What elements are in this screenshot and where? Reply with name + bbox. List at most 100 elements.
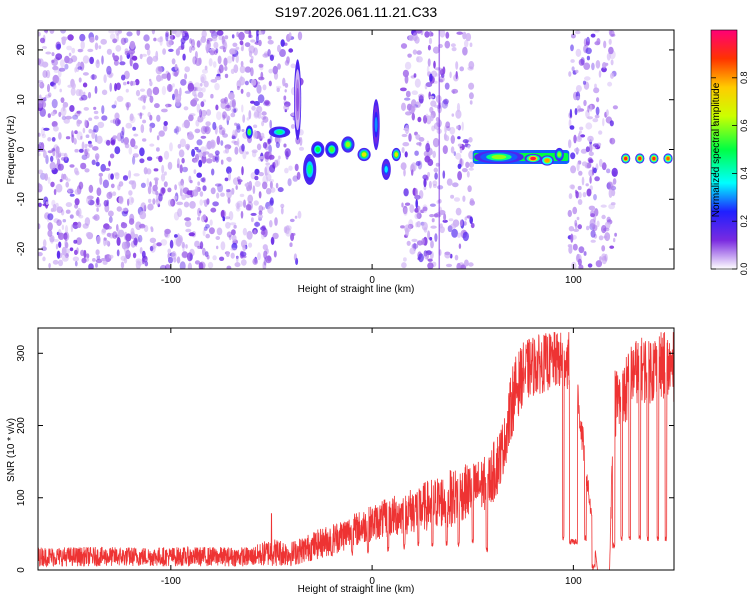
spectrogram-noise-speck <box>262 181 268 190</box>
spectrogram-noise-speck <box>401 133 408 138</box>
spectrogram-noise-speck <box>456 262 461 269</box>
spectrogram-noise-speck <box>214 183 222 187</box>
spectrogram-noise-speck <box>469 42 473 48</box>
spectrogram-signal-layer <box>624 156 628 161</box>
spectrogram-noise-speck <box>409 163 415 173</box>
spectrogram-noise-speck <box>53 125 59 132</box>
spectrogram-noise-speck <box>127 198 130 206</box>
spectrogram-noise-speck <box>210 187 216 195</box>
spectrogram-noise-speck <box>448 218 454 222</box>
spectrogram-noise-speck <box>177 235 183 245</box>
spectrogram-noise-speck <box>457 136 461 140</box>
spectrogram-noise-speck <box>432 184 437 188</box>
spectrogram-noise-speck <box>605 109 609 117</box>
spectrogram-noise-speck <box>283 104 290 111</box>
spectrogram-signal-layer <box>276 130 283 135</box>
spectrogram-noise-speck <box>74 188 81 195</box>
spectrogram-noise-speck <box>172 93 175 101</box>
spectrogram-noise-speck <box>429 106 434 113</box>
spectrogram-noise-speck <box>424 31 430 38</box>
spectrogram-noise-speck <box>574 108 578 116</box>
spectrogram-noise-speck <box>217 55 222 65</box>
spectrogram-noise-speck <box>574 189 578 194</box>
spectrogram-noise-speck <box>411 112 415 121</box>
spectrogram-noise-speck <box>146 177 150 187</box>
spectrogram-vertical-artifact <box>438 30 441 269</box>
spectrogram-noise-speck <box>208 227 215 235</box>
spectrogram-noise-speck <box>255 33 259 43</box>
spectrogram-noise-speck <box>39 82 45 89</box>
spectrogram-noise-speck <box>263 250 268 259</box>
spectrogram-noise-speck <box>415 101 421 108</box>
spectrogram-noise-speck <box>58 241 62 248</box>
spectrogram-noise-speck <box>78 181 84 190</box>
spectrogram-noise-speck <box>120 135 125 144</box>
spectrogram-signal-layer <box>361 152 367 157</box>
spectrogram-noise-speck <box>212 255 217 261</box>
spectrogram-noise-speck <box>183 106 189 111</box>
spectrogram-noise-speck <box>468 137 473 143</box>
spectrogram-noise-speck <box>445 31 450 39</box>
spectrogram-noise-speck <box>65 181 69 188</box>
spectrogram-noise-speck <box>184 90 191 94</box>
spectrogram-noise-speck <box>230 247 237 251</box>
spectrogram-noise-speck <box>169 32 173 42</box>
spectrogram-noise-speck <box>203 80 209 88</box>
spectrogram-noise-speck <box>114 146 121 155</box>
spectrogram-noise-speck <box>414 36 420 44</box>
spectrogram-noise-speck <box>76 110 81 114</box>
spectrogram-noise-speck <box>416 50 422 55</box>
spectrogram-noise-speck <box>233 224 237 229</box>
spectrogram-noise-speck <box>577 258 582 266</box>
spectrogram-noise-speck <box>156 242 163 247</box>
spectrogram-noise-speck <box>441 99 449 109</box>
spectrogram-noise-speck <box>439 223 443 229</box>
spectrogram-noise-speck <box>88 117 93 121</box>
spectrogram-noise-speck <box>41 133 46 139</box>
spectrogram-noise-speck <box>96 236 101 244</box>
spectrogram-noise-speck <box>240 259 247 266</box>
spectrogram-noise-speck <box>258 63 264 68</box>
spectrogram-noise-speck <box>231 98 236 109</box>
spectrogram-noise-speck <box>593 167 597 174</box>
spectrogram-noise-speck <box>181 123 185 128</box>
spectrogram-noise-speck <box>49 30 55 34</box>
spectrogram-noise-speck <box>215 48 219 54</box>
spectrogram-noise-speck <box>96 135 103 144</box>
spectrogram-noise-speck <box>88 128 93 134</box>
spectrogram-noise-speck <box>108 216 113 224</box>
spectrogram-noise-speck <box>52 203 57 212</box>
spectrogram-noise-speck <box>240 251 247 257</box>
spectrogram-signal <box>621 153 631 164</box>
spectrogram-noise-speck <box>163 121 168 126</box>
spectrogram-noise-speck <box>47 113 51 118</box>
spectrogram-noise-speck <box>196 139 203 146</box>
spectrogram-noise-speck <box>231 34 235 39</box>
spectrogram-noise-speck <box>172 83 175 88</box>
spectrogram-noise-speck <box>198 262 204 269</box>
spectrogram-noise-speck <box>233 108 237 113</box>
spectrogram-noise-speck <box>580 57 585 66</box>
spectrogram-noise-speck <box>44 173 48 181</box>
spectrogram-noise-speck <box>55 202 59 208</box>
spectrogram-noise-speck <box>129 113 134 121</box>
spectrogram-noise-speck <box>598 158 603 167</box>
spectrogram-noise-speck <box>179 164 183 174</box>
spectrogram-noise-speck <box>189 46 192 53</box>
spectrogram-noise-speck <box>468 92 474 100</box>
spectrogram-noise-speck <box>56 206 63 214</box>
spectrogram-noise-speck <box>63 118 70 124</box>
spectrogram-noise-speck <box>464 259 469 267</box>
spectrogram-noise-speck <box>404 74 409 84</box>
spectrogram-signal <box>357 147 371 162</box>
spectrogram-noise-speck <box>595 60 601 69</box>
spectrogram-noise-speck <box>82 55 90 64</box>
spectrogram-noise-speck <box>187 82 195 92</box>
spectrogram-noise-speck <box>568 71 572 77</box>
spectrogram-noise-speck <box>38 202 42 208</box>
spectrogram-noise-speck <box>50 111 56 117</box>
spectrogram-noise-speck <box>210 93 214 99</box>
spectrogram-noise-speck <box>193 169 197 175</box>
spectrogram-noise-speck <box>63 232 68 240</box>
spectrogram-noise-speck <box>450 135 455 144</box>
